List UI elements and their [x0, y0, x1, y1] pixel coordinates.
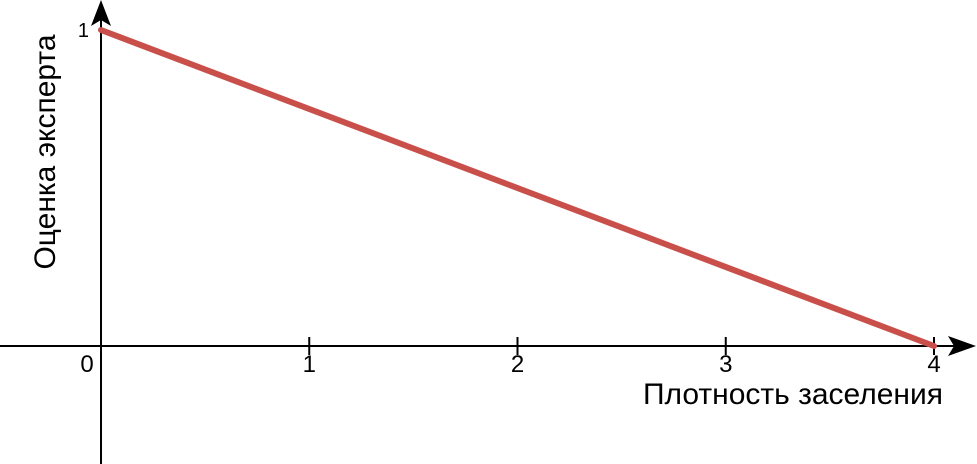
y-axis-label: Оценка эксперта — [29, 34, 62, 269]
x-axis-arrow-icon — [948, 336, 976, 356]
x-tick-label: 3 — [719, 351, 732, 378]
x-tick-label: 0 — [80, 351, 93, 378]
series-line — [98, 27, 937, 349]
x-tick-label: 4 — [927, 351, 940, 378]
x-axis-label: Плотность заселения — [643, 378, 943, 411]
series-group — [98, 27, 937, 349]
tick-labels: 0 1 2 3 4 1 — [78, 20, 941, 378]
x-ticks — [308, 337, 935, 355]
x-tick-label: 2 — [511, 351, 524, 378]
y-tick-label: 1 — [78, 20, 89, 42]
x-tick-label: 1 — [303, 351, 316, 378]
y-axis-arrow-icon — [91, 0, 111, 26]
